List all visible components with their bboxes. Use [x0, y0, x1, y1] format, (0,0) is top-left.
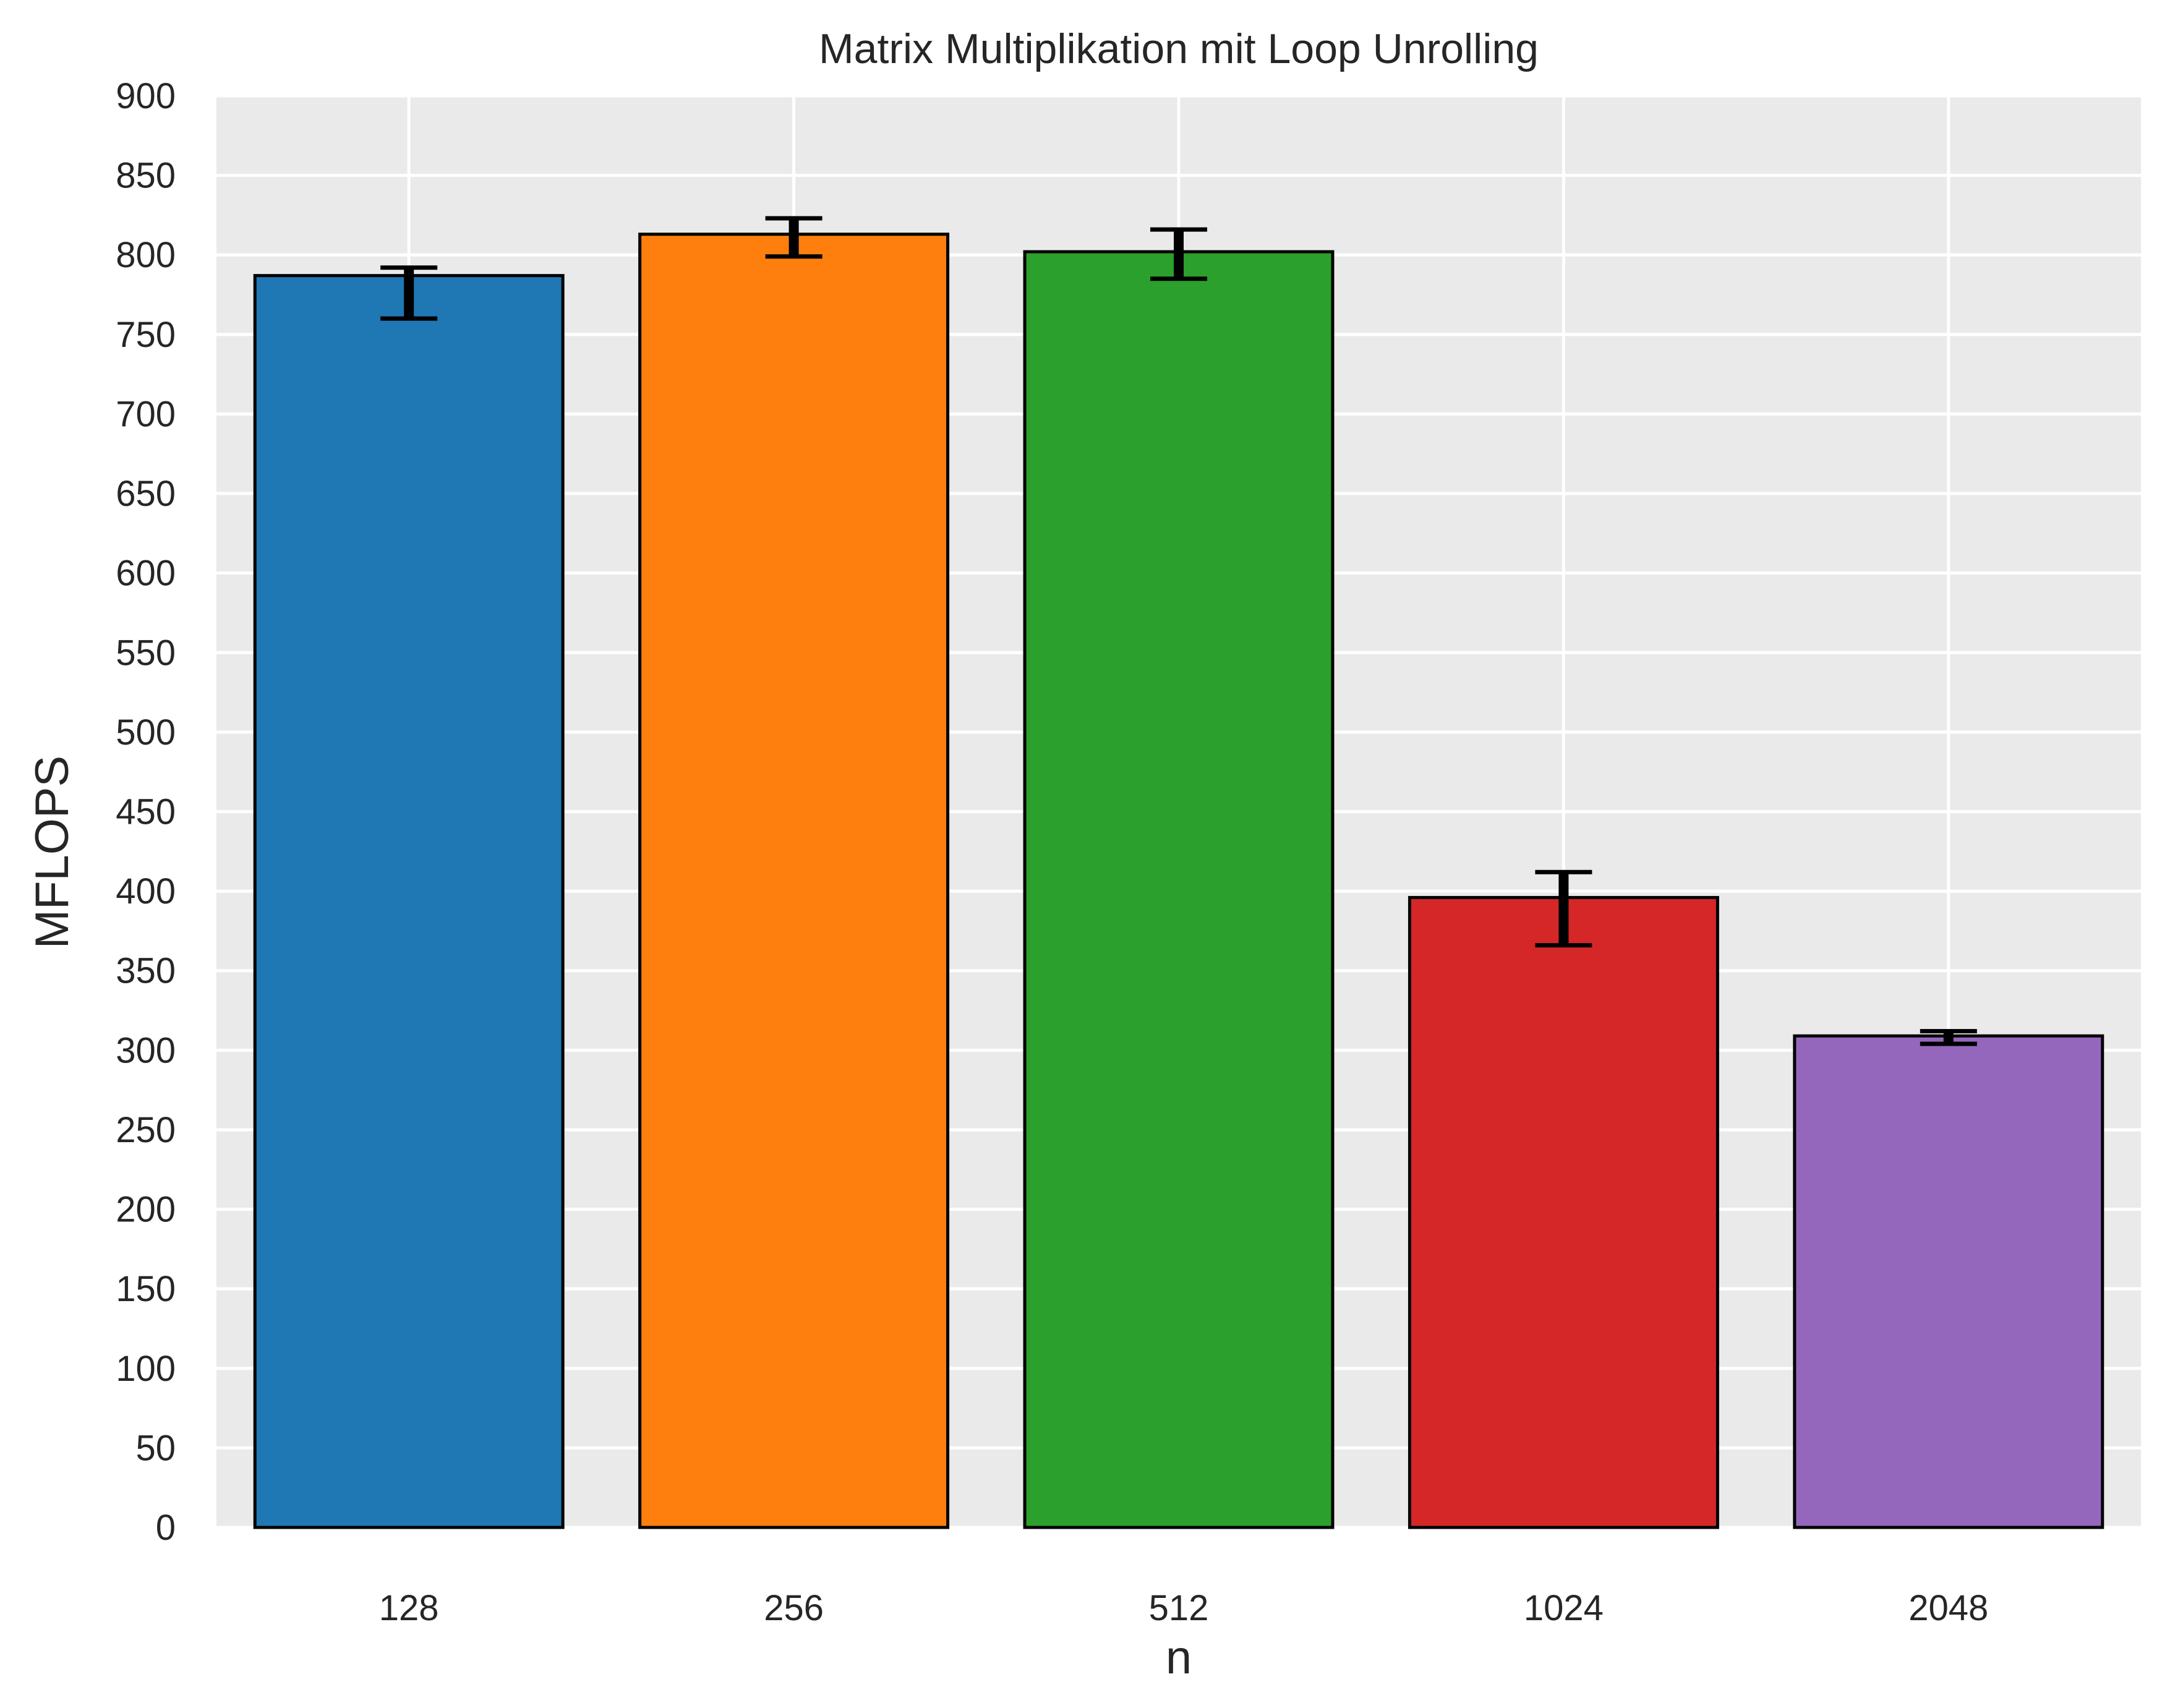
y-tick-label: 50 [135, 1428, 176, 1468]
y-tick-label: 400 [116, 871, 176, 912]
y-tick-label: 0 [156, 1508, 176, 1548]
y-tick-label: 900 [116, 76, 176, 116]
x-axis-label: n [1166, 1631, 1192, 1684]
error-bars [380, 216, 1977, 1046]
y-axis-ticks: 0 50 100 150 200 250 300 350 400 450 500 550 600 650 7… [116, 76, 176, 1548]
bar-256 [638, 233, 950, 1529]
bar-1024 [1408, 895, 1719, 1529]
y-tick-label: 250 [116, 1110, 176, 1150]
y-tick-label: 600 [116, 553, 176, 594]
y-tick-label: 350 [116, 951, 176, 991]
x-tick-label: 256 [764, 1588, 824, 1628]
y-tick-label: 750 [116, 315, 176, 355]
x-tick-label: 128 [379, 1588, 439, 1628]
x-tick-label: 512 [1149, 1588, 1209, 1628]
error-bar-1024 [1535, 869, 1592, 948]
error-bar-128 [380, 265, 438, 321]
y-tick-label: 700 [116, 394, 176, 434]
bar-512 [1023, 250, 1335, 1529]
y-tick-label: 300 [116, 1030, 176, 1070]
y-tick-label: 800 [116, 235, 176, 275]
x-axis-ticks: 128 256 512 1024 2048 [379, 1588, 1989, 1628]
y-tick-label: 500 [116, 712, 176, 753]
y-tick-label: 550 [116, 633, 176, 673]
y-tick-label: 650 [116, 474, 176, 514]
x-tick-label: 1024 [1524, 1588, 1604, 1628]
bar-2048 [1793, 1034, 2104, 1529]
bars [253, 233, 2104, 1529]
y-tick-label: 200 [116, 1190, 176, 1230]
y-tick-label: 850 [116, 156, 176, 196]
y-axis-label: MFLOPS [26, 756, 79, 949]
chart-title: Matrix Multiplikation mit Loop Unrolling [819, 25, 1539, 72]
error-bar-512 [1150, 227, 1207, 281]
x-tick-label: 2048 [1908, 1588, 1988, 1628]
error-bar-2048 [1920, 1028, 1977, 1046]
y-tick-label: 450 [116, 792, 176, 832]
y-tick-label: 150 [116, 1269, 176, 1309]
error-bar-256 [765, 216, 822, 259]
bar-128 [253, 274, 565, 1529]
y-tick-label: 100 [116, 1349, 176, 1389]
